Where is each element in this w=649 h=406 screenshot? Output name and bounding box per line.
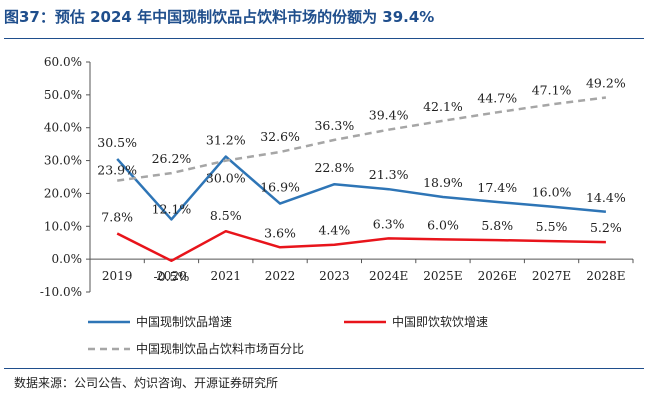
y-tick-label: 10.0% <box>44 219 82 233</box>
data-label: 6.0% <box>427 217 459 232</box>
data-label: 30.0% <box>206 171 246 186</box>
data-label: 5.2% <box>590 220 622 235</box>
series-line-3 <box>117 96 607 182</box>
data-label: 7.8% <box>101 210 133 225</box>
x-tick-label: 2028E <box>586 269 625 283</box>
data-label: 42.1% <box>423 99 463 114</box>
data-label: 8.5% <box>210 208 242 223</box>
y-tick-label: 60.0% <box>44 55 82 69</box>
data-label: 6.3% <box>373 216 405 231</box>
data-label: 4.4% <box>318 223 350 238</box>
data-label: -0.5% <box>153 269 189 284</box>
data-label: 16.0% <box>532 185 572 200</box>
series-line-1 <box>116 155 607 221</box>
data-label: 16.9% <box>260 180 300 195</box>
data-label: 47.1% <box>532 82 572 97</box>
y-tick-label: 30.0% <box>44 154 82 168</box>
data-label: 30.5% <box>97 135 137 150</box>
x-tick-label: 2021 <box>210 269 241 283</box>
x-tick-label: 2023 <box>319 269 350 283</box>
legend-label-2: 中国即饮软饮增速 <box>392 314 488 329</box>
y-tick-label: 0.0% <box>52 252 83 266</box>
source-note: 数据来源：公司公告、灼识咨询、开源证券研究所 <box>14 376 279 390</box>
data-label: 26.2% <box>152 151 192 166</box>
legend-label-1: 中国现制饮品增速 <box>136 314 232 329</box>
x-tick-label: 2020 <box>156 269 187 283</box>
data-label: 21.3% <box>369 167 409 182</box>
data-label: 36.3% <box>314 118 354 133</box>
data-label: 23.9% <box>97 163 137 178</box>
series-line-2 <box>116 229 606 263</box>
y-tick-label: 50.0% <box>44 88 82 102</box>
y-tick-label: 40.0% <box>44 121 82 135</box>
x-tick-label: 2025E <box>423 269 462 283</box>
x-tick-label: 2027E <box>532 269 571 283</box>
data-label: 18.9% <box>423 175 463 190</box>
x-tick-label: 2024E <box>369 269 408 283</box>
data-label: 5.8% <box>481 218 513 233</box>
data-label: 44.7% <box>477 90 517 105</box>
legend-label-3: 中国现制饮品占饮料市场百分比 <box>136 341 304 356</box>
data-label: 32.6% <box>260 129 300 144</box>
title-rule <box>4 38 644 39</box>
figure-title: 图37：预估 2024 年中国现制饮品占饮料市场的份额为 39.4% <box>4 8 435 26</box>
data-label: 5.5% <box>536 219 568 234</box>
x-tick-label: 2019 <box>102 269 133 283</box>
y-tick-label: 20.0% <box>44 186 82 200</box>
data-label: 22.8% <box>314 160 354 175</box>
data-label: 39.4% <box>369 108 409 123</box>
footer-rule <box>4 368 644 369</box>
data-label: 17.4% <box>477 180 517 195</box>
x-tick-label: 2026E <box>478 269 517 283</box>
data-label: 12.1% <box>152 201 192 216</box>
data-label: 3.6% <box>264 225 296 240</box>
data-label: 49.2% <box>586 75 626 90</box>
data-label: 14.4% <box>586 190 626 205</box>
y-tick-label: -10.0% <box>40 285 82 299</box>
x-tick-label: 2022 <box>265 269 296 283</box>
data-label: 31.2% <box>206 133 246 148</box>
